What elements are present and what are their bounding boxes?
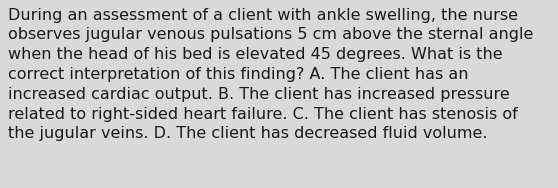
- Text: During an assessment of a client with ankle swelling, the nurse
observes jugular: During an assessment of a client with an…: [8, 8, 534, 141]
